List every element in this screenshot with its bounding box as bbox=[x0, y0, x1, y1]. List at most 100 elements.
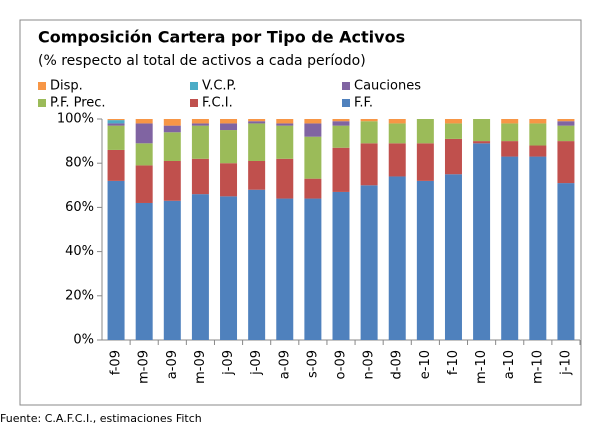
bar-segment bbox=[332, 125, 350, 148]
bar-segment bbox=[557, 121, 575, 126]
legend-swatch bbox=[38, 82, 46, 90]
bar-segment bbox=[416, 119, 434, 144]
x-tick-label: j-09 bbox=[221, 350, 236, 376]
bar-segment bbox=[220, 119, 238, 124]
bar-segment bbox=[163, 200, 181, 340]
bar-segment bbox=[248, 121, 266, 124]
bar-segment bbox=[529, 123, 547, 146]
bar-segment bbox=[191, 158, 209, 195]
bar-segment bbox=[557, 125, 575, 142]
bar-segment bbox=[135, 119, 153, 124]
bar-segment bbox=[107, 120, 125, 124]
bar-segment bbox=[332, 119, 350, 122]
bar-segment bbox=[276, 125, 294, 159]
source-note: Fuente: C.A.F.C.I., estimaciones Fitch bbox=[0, 412, 202, 425]
legend-label: F.C.I. bbox=[202, 96, 233, 111]
bar-segment bbox=[191, 125, 209, 159]
bar-segment bbox=[501, 123, 519, 142]
legend-label: Cauciones bbox=[354, 79, 421, 94]
x-tick-label: a-09 bbox=[277, 350, 292, 379]
chart-border bbox=[19, 19, 582, 406]
bar-segment bbox=[107, 119, 125, 121]
bar-segment bbox=[332, 191, 350, 340]
bar-segment bbox=[163, 132, 181, 161]
y-tick-label: 100% bbox=[57, 112, 94, 127]
bar-segment bbox=[220, 130, 238, 164]
bar-segment bbox=[304, 119, 322, 124]
bar-segment bbox=[220, 196, 238, 340]
legend-label: F.F. bbox=[354, 96, 373, 111]
chart-title: Composición Cartera por Tipo de Activos bbox=[38, 28, 405, 47]
bar-segment bbox=[276, 198, 294, 340]
bar-segment bbox=[529, 145, 547, 157]
bar-segment bbox=[388, 176, 406, 340]
x-tick-label: a-09 bbox=[165, 350, 180, 379]
x-tick-label: m-09 bbox=[137, 350, 152, 384]
bar-segment bbox=[248, 189, 266, 340]
legend-label: P.F. Prec. bbox=[50, 96, 106, 111]
legend-swatch bbox=[342, 82, 350, 90]
bar-segment bbox=[473, 143, 491, 340]
x-tick-label: j-09 bbox=[249, 350, 264, 376]
bar-segment bbox=[276, 119, 294, 124]
bar-segment bbox=[416, 180, 434, 340]
x-tick-label: e-10 bbox=[418, 350, 433, 379]
bar-segment bbox=[360, 143, 378, 186]
bar-segment bbox=[107, 125, 125, 150]
bar-segment bbox=[163, 119, 181, 126]
x-tick-label: m-09 bbox=[193, 350, 208, 384]
bar-segment bbox=[360, 119, 378, 122]
bar-segment bbox=[135, 202, 153, 340]
x-tick-label: d-09 bbox=[390, 350, 405, 380]
bar-segment bbox=[360, 121, 378, 144]
bar-segment bbox=[220, 123, 238, 131]
legend-swatch bbox=[190, 99, 198, 107]
bar-segment bbox=[220, 163, 238, 197]
bar-segment bbox=[191, 194, 209, 340]
x-tick-label: f-10 bbox=[446, 350, 461, 375]
bar-segment bbox=[360, 185, 378, 340]
bar-segment bbox=[276, 123, 294, 126]
bar-segment bbox=[107, 123, 125, 126]
y-tick-label: 20% bbox=[65, 288, 94, 303]
chart-subtitle: (% respecto al total de activos a cada p… bbox=[38, 53, 366, 69]
bar-segment bbox=[248, 123, 266, 161]
x-tick-label: s-09 bbox=[305, 350, 320, 378]
x-tick-label: j-10 bbox=[558, 350, 573, 376]
y-tick-label: 80% bbox=[65, 156, 94, 171]
x-tick-label: m-10 bbox=[474, 350, 489, 384]
bar-segment bbox=[304, 198, 322, 340]
legend-label: V.C.P. bbox=[202, 79, 237, 94]
legend-label: Disp. bbox=[50, 79, 83, 94]
bar-segment bbox=[135, 165, 153, 203]
bar-segment bbox=[473, 119, 491, 142]
bar-segment bbox=[332, 121, 350, 126]
bar-segment bbox=[304, 136, 322, 179]
legend-swatch bbox=[190, 82, 198, 90]
bar-segment bbox=[332, 147, 350, 192]
bar-segment bbox=[248, 160, 266, 190]
bar-segment bbox=[163, 160, 181, 201]
bar-segment bbox=[444, 119, 462, 124]
legend-swatch bbox=[342, 99, 350, 107]
bar-segment bbox=[444, 138, 462, 175]
bar-segment bbox=[248, 119, 266, 122]
bar-segment bbox=[163, 125, 181, 133]
y-tick-label: 60% bbox=[65, 200, 94, 215]
x-tick-label: o-09 bbox=[334, 350, 349, 379]
bar-segment bbox=[388, 123, 406, 144]
legend-swatch bbox=[38, 99, 46, 107]
bar-segment bbox=[529, 119, 547, 124]
bar-segment bbox=[304, 123, 322, 137]
bar-segment bbox=[557, 141, 575, 184]
bar-segment bbox=[501, 141, 519, 157]
bar-segment bbox=[557, 183, 575, 340]
bar-segment bbox=[501, 119, 519, 124]
y-tick-label: 0% bbox=[73, 333, 94, 348]
x-tick-label: m-10 bbox=[530, 350, 545, 384]
bar-segment bbox=[444, 123, 462, 139]
bar-segment bbox=[135, 123, 153, 144]
bar-segment bbox=[473, 141, 491, 144]
bar-segment bbox=[276, 158, 294, 199]
bar-segment bbox=[444, 174, 462, 340]
